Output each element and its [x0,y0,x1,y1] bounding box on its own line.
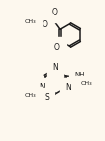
Text: N: N [39,83,45,92]
Text: CH₃: CH₃ [25,93,36,98]
Text: N: N [52,63,58,72]
Text: NH: NH [74,72,85,78]
Text: CH₃: CH₃ [25,19,37,24]
Text: O: O [54,43,60,52]
Text: O: O [52,8,57,16]
Text: S: S [44,93,49,103]
Text: O: O [42,20,48,29]
Text: N: N [65,83,71,92]
Text: CH₃: CH₃ [81,81,92,86]
